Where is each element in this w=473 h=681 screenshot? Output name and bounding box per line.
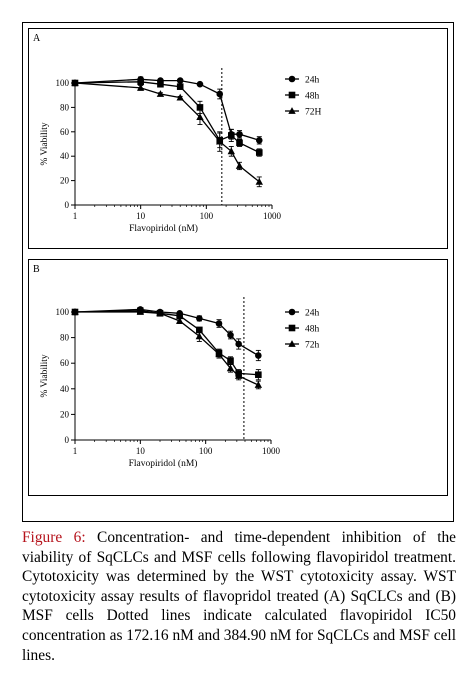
data-point	[235, 340, 242, 348]
data-point	[215, 350, 223, 358]
y-tick-label: 20	[60, 176, 70, 186]
legend-label: 24h	[305, 76, 320, 86]
x-tick-label: 1	[73, 446, 78, 456]
legend-label: 24h	[305, 309, 320, 319]
y-tick-label: 0	[65, 435, 70, 445]
legend-marker	[288, 340, 296, 347]
legend-marker	[288, 324, 296, 332]
y-tick-label: 20	[60, 409, 70, 419]
y-tick-label: 60	[60, 127, 70, 137]
data-point	[176, 93, 184, 101]
data-point	[255, 177, 263, 185]
data-point	[196, 104, 204, 111]
x-tick-label: 1000	[262, 446, 281, 456]
data-point	[156, 309, 164, 317]
y-tick-label: 0	[65, 200, 70, 210]
y-tick-label: 100	[56, 307, 70, 317]
panel-label-b: B	[33, 264, 40, 275]
series-72h	[71, 308, 263, 390]
y-tick-label: 40	[60, 151, 70, 161]
chart-panel-b: B 0 20 40 60 80 100 1 10 100 1000 Flavopiridol (nM)…	[28, 259, 448, 496]
series-48h	[71, 307, 262, 381]
series-line-72h	[75, 311, 259, 386]
data-point	[175, 317, 184, 324]
panel-label-a: A	[33, 33, 41, 44]
data-point	[176, 77, 184, 84]
x-axis-label: Flavopiridol (nM)	[129, 458, 198, 469]
data-point	[71, 308, 79, 315]
data-point	[215, 320, 223, 327]
data-point	[196, 113, 204, 121]
data-point	[226, 364, 235, 372]
y-tick-label: 100	[56, 78, 70, 88]
x-axis-label: Flavopiridol (nM)	[129, 223, 198, 234]
figure-caption-label: Figure 6:	[22, 529, 86, 546]
data-point	[137, 78, 144, 86]
y-axis-label: % Viability	[40, 354, 50, 398]
y-tick-label: 80	[60, 102, 70, 112]
y-axis-label: % Viability	[40, 122, 50, 166]
legend-marker	[288, 75, 296, 83]
x-tick-label: 1	[73, 211, 78, 221]
data-point	[236, 139, 243, 147]
data-point	[227, 357, 234, 364]
data-point	[255, 371, 262, 379]
series-48h	[71, 78, 263, 157]
data-point	[234, 372, 243, 379]
y-tick-label: 40	[60, 384, 70, 394]
y-tick-label: 80	[60, 333, 70, 343]
data-point	[255, 137, 263, 144]
legend-label: 48h	[305, 325, 320, 335]
x-tick-label: 10	[136, 211, 146, 221]
legend-label: 48h	[305, 92, 320, 102]
x-tick-label: 1000	[263, 211, 282, 221]
data-point	[176, 312, 183, 320]
data-point	[255, 149, 263, 156]
data-point	[236, 130, 243, 138]
legend-marker	[288, 107, 296, 114]
data-point	[157, 80, 164, 88]
series-72H	[71, 79, 263, 188]
data-point	[195, 332, 204, 340]
data-point	[216, 90, 224, 98]
figure-caption-text: Concentration- and time-dependent inhibi…	[22, 529, 456, 664]
legend-marker	[288, 308, 296, 316]
data-point	[156, 90, 165, 97]
data-point	[196, 326, 203, 334]
chart-b-svg: B 0 20 40 60 80 100 1 10 100 1000 Flavopiridol (nM)…	[33, 264, 320, 469]
chart-panel-a: A 0 20 40 60 80 100 1 10 100 1000 Flavopiridol (nM)…	[28, 28, 448, 249]
y-tick-label: 60	[60, 358, 70, 368]
x-tick-label: 10	[136, 446, 146, 456]
legend-label: 72H	[305, 108, 322, 118]
data-point	[227, 147, 236, 155]
legend-label: 72h	[305, 341, 320, 351]
data-point	[216, 137, 224, 145]
data-point	[196, 315, 203, 322]
figure-caption: Figure 6: Concentration- and time-depend…	[22, 528, 456, 665]
chart-a-svg: A 0 20 40 60 80 100 1 10 100 1000 Flavopiridol (nM)…	[33, 33, 322, 234]
data-point	[136, 83, 145, 91]
data-point	[255, 352, 262, 359]
data-point	[235, 162, 244, 169]
data-point	[228, 132, 235, 139]
legend-marker	[288, 91, 296, 99]
data-point	[196, 80, 204, 88]
data-point	[176, 83, 184, 90]
x-tick-label: 100	[200, 211, 214, 221]
x-tick-label: 100	[199, 446, 213, 456]
data-point	[254, 381, 263, 388]
data-point	[136, 308, 145, 315]
data-point	[227, 331, 234, 339]
data-point	[71, 79, 79, 86]
